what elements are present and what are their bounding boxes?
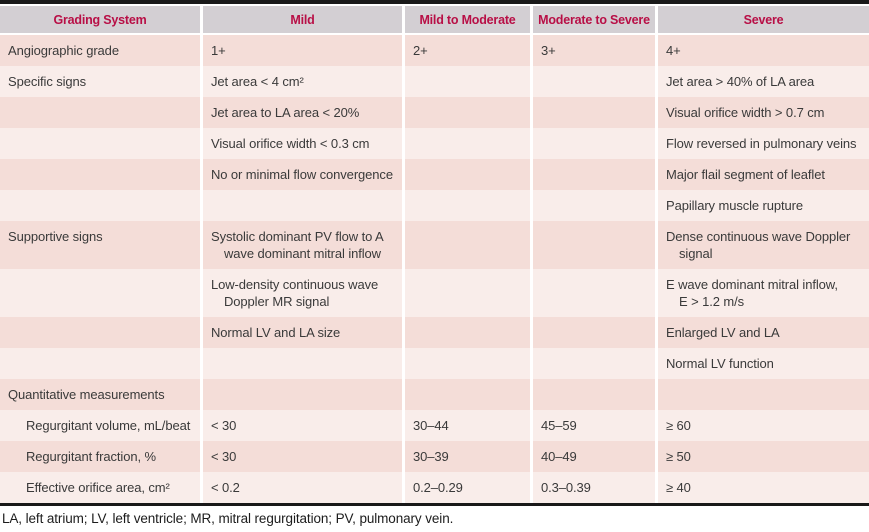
table-cell: [533, 159, 655, 190]
table-cell: [405, 379, 530, 410]
table-cell: Jet area to LA area < 20%: [203, 97, 402, 128]
table-cell: Flow reversed in pulmonary veins: [658, 128, 869, 159]
table-row: Jet area to LA area < 20% Visual orifice …: [0, 97, 869, 128]
table-cell: < 30: [203, 410, 402, 441]
table-row: Specific signs Jet area < 4 cm² Jet area >…: [0, 66, 869, 97]
header-cell-mild-to-moderate: Mild to Moderate: [405, 6, 530, 33]
table-cell: [533, 128, 655, 159]
table-cell: 0.3–0.39: [533, 472, 655, 503]
table-cell: 45–59: [533, 410, 655, 441]
table-cell: Angiographic grade: [0, 35, 200, 66]
table-cell: Major flail segment of leaflet: [658, 159, 869, 190]
table-cell: 0.2–0.29: [405, 472, 530, 503]
table-cell: 30–44: [405, 410, 530, 441]
table-cell: Dense continuous wave Doppler signal: [658, 221, 869, 269]
table-cell: ≥ 50: [658, 441, 869, 472]
table-cell: Supportive signs: [0, 221, 200, 269]
table-cell: Regurgitant volume, mL/beat: [0, 410, 200, 441]
table-top-border: [0, 0, 869, 4]
table-cell: [405, 317, 530, 348]
header-cell-severe: Severe: [658, 6, 869, 33]
table-row: Papillary muscle rupture: [0, 190, 869, 221]
table-cell: [533, 190, 655, 221]
table-cell: Low-density continuous wave Doppler MR si…: [203, 269, 402, 317]
table-cell: Quantitative measurements: [0, 379, 200, 410]
table-cell: Jet area < 4 cm²: [203, 66, 402, 97]
table-cell: 30–39: [405, 441, 530, 472]
table-cell: [533, 348, 655, 379]
table-cell: [0, 348, 200, 379]
table-cell: [405, 221, 530, 269]
table-cell: [658, 379, 869, 410]
table-cell: Effective orifice area, cm²: [0, 472, 200, 503]
table-cell: [533, 66, 655, 97]
header-cell-grading-system: Grading System: [0, 6, 200, 33]
header-cell-mild: Mild: [203, 6, 402, 33]
table-footnote: LA, left atrium; LV, left ventricle; MR,…: [0, 506, 869, 526]
table-row: Visual orifice width < 0.3 cm Flow revers…: [0, 128, 869, 159]
table-cell: 1+: [203, 35, 402, 66]
table-cell: 4+: [658, 35, 869, 66]
table-cell: [0, 128, 200, 159]
table-cell: 2+: [405, 35, 530, 66]
table-cell: Visual orifice width > 0.7 cm: [658, 97, 869, 128]
table-cell: 3+: [533, 35, 655, 66]
table-row: Angiographic grade 1+ 2+ 3+ 4+: [0, 35, 869, 66]
table-cell: Jet area > 40% of LA area: [658, 66, 869, 97]
table-cell: No or minimal flow convergence: [203, 159, 402, 190]
table-cell: [533, 97, 655, 128]
table-cell: ≥ 60: [658, 410, 869, 441]
table-cell: [533, 269, 655, 317]
table-cell: [533, 317, 655, 348]
table-cell: [0, 317, 200, 348]
header-cell-moderate-to-severe: Moderate to Severe: [533, 6, 655, 33]
table-cell: Papillary muscle rupture: [658, 190, 869, 221]
table-cell: [405, 159, 530, 190]
table-cell: < 30: [203, 441, 402, 472]
table-row: Normal LV and LA size Enlarged LV and LA: [0, 317, 869, 348]
table-cell: ≥ 40: [658, 472, 869, 503]
table-cell: [203, 379, 402, 410]
table-cell: [0, 190, 200, 221]
table-row: No or minimal flow convergence Major flai…: [0, 159, 869, 190]
table-cell: [0, 159, 200, 190]
table-cell: Regurgitant fraction, %: [0, 441, 200, 472]
table-cell: [405, 66, 530, 97]
table-cell: [405, 97, 530, 128]
table-cell: [203, 348, 402, 379]
table-cell: [405, 128, 530, 159]
table-cell: [405, 348, 530, 379]
table-row: Effective orifice area, cm² < 0.2 0.2–0.29…: [0, 472, 869, 503]
table-row: Regurgitant fraction, % < 30 30–39 40–49 ≥ 5…: [0, 441, 869, 472]
table-cell: [533, 379, 655, 410]
table-row: Low-density continuous wave Doppler MR si…: [0, 269, 869, 317]
table-cell: [203, 190, 402, 221]
table-cell: [405, 190, 530, 221]
table-cell: [405, 269, 530, 317]
table-bottom-border: [0, 503, 869, 506]
table-cell: Visual orifice width < 0.3 cm: [203, 128, 402, 159]
table-cell: < 0.2: [203, 472, 402, 503]
table-cell: Normal LV and LA size: [203, 317, 402, 348]
table-cell: [0, 97, 200, 128]
table-cell: Normal LV function: [658, 348, 869, 379]
table-cell: 40–49: [533, 441, 655, 472]
table-cell: [0, 269, 200, 317]
table-row: Regurgitant volume, mL/beat < 30 30–44 45–5…: [0, 410, 869, 441]
table-row: Quantitative measurements: [0, 379, 869, 410]
table-row: Normal LV function: [0, 348, 869, 379]
table-cell: [533, 221, 655, 269]
table-cell: E wave dominant mitral inflow, E > 1.2 m/…: [658, 269, 869, 317]
table-cell: Enlarged LV and LA: [658, 317, 869, 348]
table-cell: Specific signs: [0, 66, 200, 97]
table-row: Supportive signs Systolic dominant PV flo…: [0, 221, 869, 269]
table-header-row: Grading System Mild Mild to Moderate Mod…: [0, 6, 869, 33]
table-body: Angiographic grade 1+ 2+ 3+ 4+ Specific signs…: [0, 35, 869, 503]
